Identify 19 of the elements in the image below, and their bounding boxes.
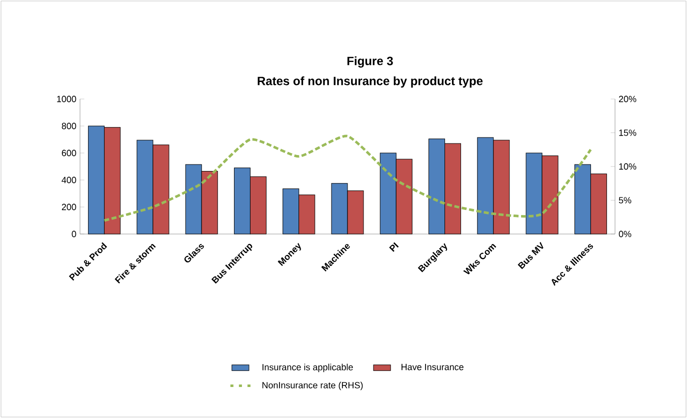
x-tick-label: PI	[389, 242, 399, 252]
legend-label: Have Insurance	[402, 364, 464, 370]
y-tick-label: 200	[62, 204, 76, 210]
x-tick-label: Bus MV	[518, 242, 544, 270]
y-tick-label: 0	[72, 230, 76, 238]
y-tick-label: 800	[62, 122, 76, 130]
y-tick-label: 1000	[57, 96, 76, 102]
legend-label: NonInsurance rate (RHS)	[262, 382, 363, 390]
chart-title: Figure 3	[347, 56, 393, 68]
y-tick-label: 400	[62, 176, 76, 184]
y2-tick-label: 0%	[618, 230, 632, 238]
y2-tick-label: 5%	[618, 197, 632, 204]
chart-subtitle: Rates of non Insurance by product type	[258, 76, 483, 88]
y2-tick-label: 20%	[618, 96, 636, 102]
line-series	[103, 134, 592, 222]
y-tick-label: 600	[62, 150, 76, 156]
y2-tick-label: 15%	[619, 130, 636, 136]
y2-tick-label: 10%	[619, 163, 636, 170]
legend-label: Insurance is applicable	[262, 364, 353, 372]
